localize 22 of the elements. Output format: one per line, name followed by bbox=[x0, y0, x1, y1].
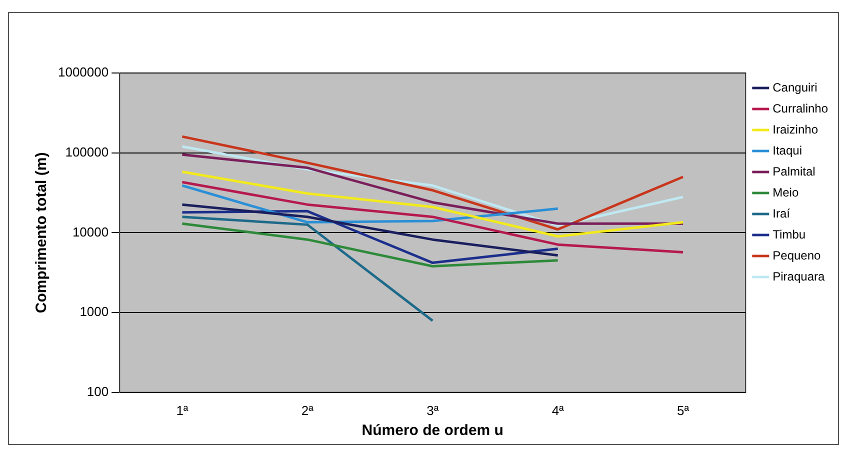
legend-label: Palmital bbox=[772, 164, 816, 178]
legend-label: Iraí bbox=[772, 206, 791, 220]
x-tick-label: 3ª bbox=[426, 402, 439, 418]
legend-label: Canguiri bbox=[772, 80, 818, 94]
y-tick-label: 100 bbox=[86, 384, 109, 399]
legend-label: Pequeno bbox=[772, 248, 822, 262]
x-axis-title: Número de ordem u bbox=[362, 422, 504, 440]
x-tick-label: 5ª bbox=[677, 402, 690, 418]
x-tick-label: 4ª bbox=[552, 402, 564, 418]
y-tick-label: 10000 bbox=[72, 224, 109, 240]
y-tick-label: 100000 bbox=[65, 144, 109, 160]
legend-label: Timbu bbox=[772, 227, 806, 242]
legend-label: Piraquara bbox=[772, 269, 825, 284]
x-tick-label: 1ª bbox=[176, 402, 188, 418]
legend-label: Meio bbox=[772, 185, 799, 200]
y-tick-label: 1000000 bbox=[58, 64, 109, 80]
legend-label: Curralinho bbox=[772, 101, 828, 116]
y-axis-title: Comprimento total (m) bbox=[33, 152, 50, 314]
legend-label: Itaqui bbox=[772, 143, 802, 158]
legend-label: Iraizinho bbox=[772, 122, 818, 136]
y-tick-label: 1000 bbox=[80, 304, 109, 320]
x-tick-label: 2ª bbox=[301, 402, 314, 418]
